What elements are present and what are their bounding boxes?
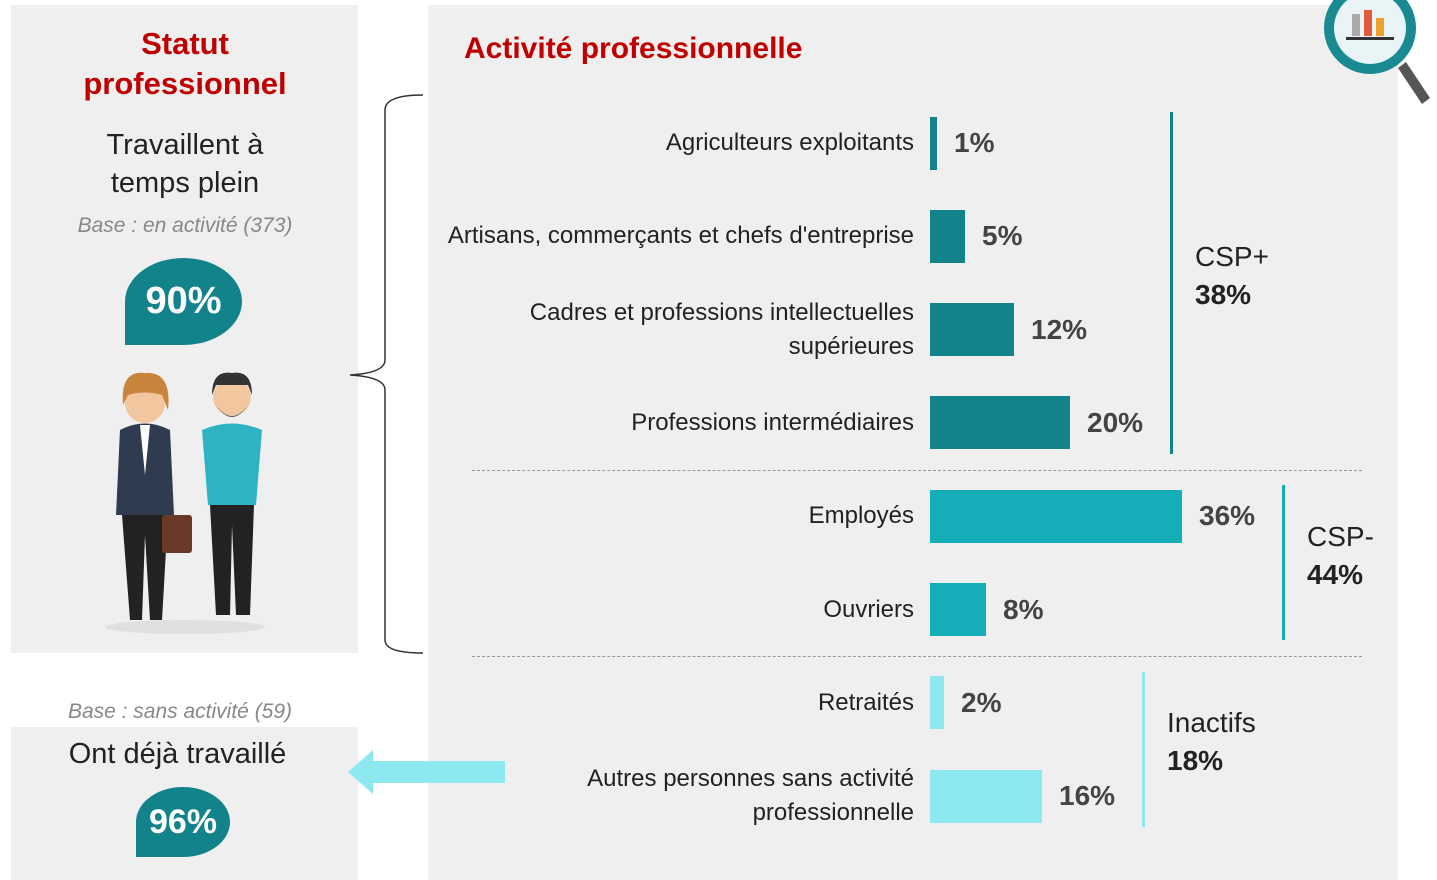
category-label: Agriculteurs exploitants (665, 129, 914, 156)
bottom-bubble: 96% (136, 787, 230, 857)
left-base: Base : en activité (373) (77, 214, 293, 237)
value-label: 1% (954, 127, 995, 158)
value-label: 16% (1059, 780, 1116, 812)
value-label: 20% (1087, 406, 1144, 438)
bar (930, 303, 1014, 357)
main-panel (428, 5, 1398, 880)
bar (930, 489, 1182, 543)
value-label: 12% (1031, 313, 1088, 345)
arrow (348, 750, 505, 794)
group-name: CSP+ (1195, 240, 1269, 272)
category-label: Employés (808, 502, 914, 530)
bar (930, 209, 965, 263)
value-label: 5% (982, 220, 1023, 252)
group-total: 18% (1167, 745, 1224, 777)
category-label: Cadres et professions intellectuelles su… (529, 298, 914, 360)
group-name: CSP- (1307, 520, 1374, 552)
group-bracket (1282, 485, 1285, 641)
bar (930, 769, 1042, 823)
chart-title: Activité professionnelle (464, 32, 803, 65)
bar (930, 583, 986, 636)
left-bubble: 90% (125, 258, 242, 345)
category-label: Autres personnes sans activité professio… (587, 765, 914, 827)
separator (472, 469, 1362, 471)
left-title: Statut professionnel (83, 26, 287, 101)
bottom-base: Base : sans activité (59) (67, 700, 293, 723)
brace (349, 94, 424, 654)
value-label: 2% (961, 686, 1002, 718)
people-illustration (105, 372, 265, 634)
category-label: Ouvriers (823, 595, 914, 623)
group-bracket (1142, 671, 1145, 828)
group-name: Inactifs (1167, 707, 1256, 739)
category-label: Retraités (817, 688, 914, 716)
group-total: 38% (1195, 278, 1252, 310)
bottom-title: Ont déjà travaillé (68, 738, 287, 770)
group-bracket (1170, 112, 1173, 454)
value-label: 36% (1199, 500, 1256, 532)
value-label: 8% (1003, 593, 1044, 625)
category-label: Artisans, commerçants et chefs d'entrepr… (447, 222, 914, 250)
icon (1324, 0, 1430, 104)
left-subtitle: Travaillent à temps plein (106, 129, 264, 199)
separator (472, 656, 1362, 658)
group-total: 44% (1307, 558, 1364, 590)
bar (930, 116, 937, 170)
category-label: Professions intermédiaires (631, 408, 914, 436)
bar (930, 396, 1070, 450)
bar (930, 676, 944, 730)
